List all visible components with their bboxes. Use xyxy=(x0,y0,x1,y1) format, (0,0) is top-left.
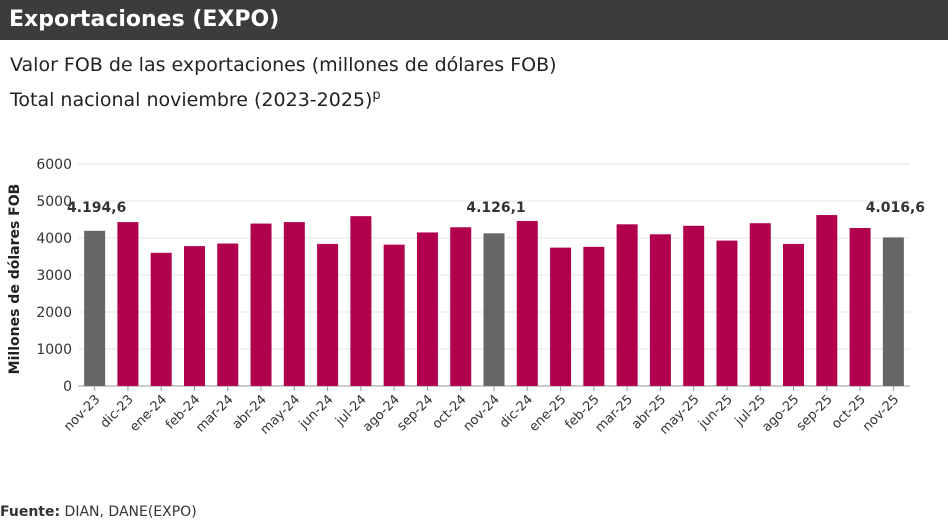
bar-feb-24 xyxy=(183,246,205,386)
x-tick-label: mar-24 xyxy=(193,392,236,435)
bar-oct-24 xyxy=(450,227,472,386)
bar-sep-24 xyxy=(416,232,438,386)
bar-feb-25 xyxy=(583,246,605,386)
y-axis-label: Millones de dólares FOB xyxy=(7,184,23,375)
y-tick-label: 0 xyxy=(63,379,72,395)
bar-ene-25 xyxy=(550,247,572,386)
page-header: Exportaciones (EXPO) xyxy=(0,0,948,40)
bar-sep-25 xyxy=(816,215,838,386)
bar-jun-25 xyxy=(716,240,738,386)
x-tick-label: sep-24 xyxy=(394,392,436,434)
bar-jul-25 xyxy=(749,223,771,386)
x-tick-label: ene-24 xyxy=(127,392,170,435)
y-tick-label: 4000 xyxy=(36,231,72,247)
x-tick-label: jun-25 xyxy=(695,392,736,433)
chart-period-text: Total nacional noviembre (2023-2025) xyxy=(10,89,373,111)
bar-oct-25 xyxy=(849,228,871,386)
x-tick-label: nov-25 xyxy=(860,392,902,434)
bar-jun-24 xyxy=(317,243,339,386)
bar-dic-23 xyxy=(117,222,139,386)
x-tick-label: nov-23 xyxy=(61,392,103,434)
chart-period: Total nacional noviembre (2023-2025)p xyxy=(10,88,381,111)
header-title: Exportaciones (EXPO) xyxy=(9,7,280,32)
data-label: 4.016,6 xyxy=(866,200,925,216)
provisional-mark: p xyxy=(372,88,381,103)
chart-data-labels: 4.194,6 4.126,1 4.016,6 xyxy=(67,200,925,216)
x-axis: nov-23dic-23ene-24feb-24mar-24abr-24may-… xyxy=(61,386,902,438)
bar-ago-25 xyxy=(783,243,805,386)
bar-ago-24 xyxy=(383,244,405,386)
bar-nov-23 xyxy=(84,230,106,386)
bar-dic-24 xyxy=(516,220,538,386)
bar-abr-25 xyxy=(649,234,671,386)
data-label: 4.194,6 xyxy=(67,200,126,216)
bar-may-24 xyxy=(283,222,305,386)
x-tick-label: ago-24 xyxy=(360,392,403,435)
x-tick-label: ago-25 xyxy=(759,392,802,435)
bar-may-25 xyxy=(683,225,705,386)
bar-nov-25 xyxy=(882,237,904,386)
source-label: Fuente: xyxy=(0,504,61,520)
bar-jul-24 xyxy=(350,216,372,386)
x-tick-label: mar-25 xyxy=(593,392,636,435)
x-tick-label: nov-24 xyxy=(461,392,503,434)
chart-bars xyxy=(84,215,904,386)
source-text: DIAN, DANE(EXPO) xyxy=(60,504,197,520)
y-tick-label: 5000 xyxy=(36,194,72,210)
chart-subtitle: Valor FOB de las exportaciones (millones… xyxy=(10,54,557,76)
source-note: Fuente: DIAN, DANE(EXPO) xyxy=(0,504,197,520)
x-tick-label: jun-24 xyxy=(296,392,337,433)
bar-chart: 0 1000 2000 3000 4000 5000 6000 nov-23dic-23en… xyxy=(7,157,925,438)
x-tick-label: sep-25 xyxy=(794,392,836,434)
bar-abr-24 xyxy=(250,223,272,386)
bar-mar-24 xyxy=(217,243,239,386)
x-tick-label: ene-25 xyxy=(527,392,570,435)
bar-ene-24 xyxy=(150,252,172,386)
y-tick-label: 6000 xyxy=(36,157,72,173)
bar-nov-24 xyxy=(483,233,505,386)
y-tick-label: 1000 xyxy=(36,342,72,358)
y-tick-label: 3000 xyxy=(36,268,72,284)
data-label: 4.126,1 xyxy=(466,200,525,216)
y-tick-label: 2000 xyxy=(36,305,72,321)
bar-mar-25 xyxy=(616,224,638,386)
y-axis: 0 1000 2000 3000 4000 5000 6000 xyxy=(36,157,72,395)
